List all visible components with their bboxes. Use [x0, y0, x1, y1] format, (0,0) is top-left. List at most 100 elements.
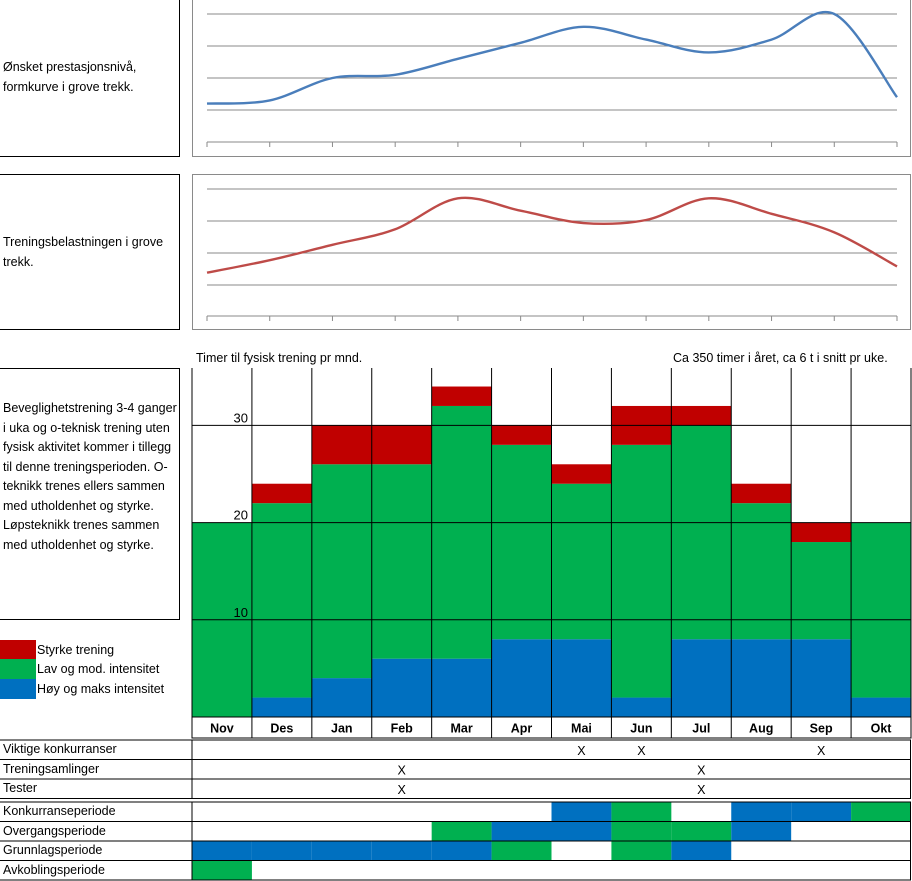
y-tick-label-30: 30 [234, 410, 248, 425]
period-row-label: Avkoblingsperiode [3, 862, 105, 877]
month-label-sep: Sep [810, 722, 833, 736]
month-label-nov: Nov [210, 722, 234, 736]
bar-styrke-des [251, 483, 312, 504]
legend-styrke: Styrke trening [0, 640, 114, 660]
period-cell-jun [611, 841, 672, 861]
legend-hoy-swatch [0, 679, 36, 699]
bar-hoy-apr [491, 639, 552, 717]
period-cell-mar [431, 841, 492, 861]
bar-hoy-okt [851, 697, 911, 717]
bar-hoy-jul [671, 639, 732, 717]
bar-hoy-jan [311, 678, 372, 717]
performance-label-box: Ønsket prestasjonsnivå, formkurve i grov… [0, 0, 180, 157]
bar-lav-sep [791, 542, 852, 640]
period-cell-jul [671, 841, 732, 861]
event-row-label: Treningsamlinger [3, 761, 100, 776]
load-line [206, 196, 898, 274]
bar-lav-apr [491, 444, 552, 640]
bar-lav-okt [851, 522, 911, 698]
period-cell-apr [491, 841, 552, 861]
bar-styrke-mai [551, 464, 612, 484]
load-chart-plot [206, 188, 898, 321]
performance-chart [192, 0, 911, 157]
period-cell-apr [491, 821, 552, 841]
month-label-mar: Mar [451, 722, 473, 736]
event-mark-sep: X [817, 744, 826, 758]
event-mark-feb: X [398, 764, 407, 778]
bar-lav-des [251, 503, 312, 698]
period-cell-aug [731, 802, 792, 822]
legend-lav-label: Lav og mod. intensitet [37, 662, 160, 676]
legend-hoy-label: Høy og maks intensitet [37, 682, 165, 696]
period-cell-nov [192, 841, 252, 861]
event-mark-jul: X [697, 764, 706, 778]
bar-lav-aug [731, 503, 792, 640]
legend-styrke-label: Styrke trening [37, 643, 115, 657]
event-mark-mai: X [577, 744, 586, 758]
bar-hoy-mar [431, 658, 492, 717]
period-cell-jan [311, 841, 372, 861]
bar-hoy-aug [731, 639, 792, 717]
bar-hoy-mai [551, 639, 612, 717]
bar-lav-jun [611, 444, 672, 698]
load-chart [192, 174, 911, 330]
month-label-feb: Feb [391, 722, 414, 736]
period-row-label: Konkurranseperiode [3, 804, 116, 818]
legend-lav-swatch [0, 659, 36, 679]
performance-chart-plot [206, 10, 898, 147]
load-label: Treningsbelastningen i grove trekk. [3, 235, 164, 269]
load-label-box: Treningsbelastningen i grove trekk. [0, 174, 180, 330]
month-label-jul: Jul [692, 722, 710, 736]
period-cell-mar [431, 821, 492, 841]
month-label-apr: Apr [511, 722, 533, 736]
hours-title-left: Timer til fysisk trening pr mnd. [196, 351, 363, 365]
event-mark-jul: X [697, 783, 706, 797]
month-label-des: Des [270, 722, 293, 736]
performance-line [206, 10, 898, 105]
bar-hoy-jun [611, 697, 672, 717]
event-mark-feb: X [398, 783, 407, 797]
bar-hoy-feb [371, 658, 432, 717]
bar-styrke-feb [371, 425, 432, 465]
period-cell-feb [371, 841, 432, 861]
bar-hoy-des [251, 697, 312, 717]
period-row-label: Grunnlagsperiode [3, 843, 103, 857]
bar-lav-mar [431, 405, 492, 659]
bar-lav-jan [311, 464, 372, 679]
bar-styrke-aug [731, 483, 792, 504]
y-tick-label-10: 10 [234, 605, 248, 620]
legend-lav: Lav og mod. intensitet [0, 659, 159, 679]
event-row-label: Viktige konkurranser [3, 742, 117, 756]
month-label-okt: Okt [871, 722, 893, 736]
period-cell-aug [731, 821, 792, 841]
month-label-jun: Jun [630, 722, 652, 736]
y-tick-label-20: 20 [234, 508, 248, 523]
period-cell-okt [851, 802, 911, 822]
period-cell-jun [611, 821, 672, 841]
legend-styrke-swatch [0, 640, 36, 660]
hours-title-right: Ca 350 timer i året, ca 6 t i snitt pr u… [673, 351, 888, 365]
event-mark-jun: X [637, 744, 646, 758]
period-cell-jun [611, 802, 672, 822]
bar-styrke-jul [671, 405, 732, 426]
bar-styrke-mar [431, 386, 492, 406]
bar-styrke-apr [491, 425, 552, 445]
legend: Styrke trening Lav og mod. intensitet Hø… [0, 640, 190, 700]
period-cell-mai [551, 821, 612, 841]
note-box: Beveglighetstrening 3-4 ganger i uka og … [0, 368, 180, 620]
bar-lav-mai [551, 483, 612, 640]
performance-label: Ønsket prestasjonsnivå, formkurve i grov… [3, 60, 137, 94]
bar-styrke-jan [311, 425, 372, 465]
month-label-aug: Aug [749, 722, 773, 736]
period-cell-sep [791, 802, 852, 822]
month-label-jan: Jan [331, 722, 353, 736]
month-label-mai: Mai [571, 722, 592, 736]
bar-lav-feb [371, 464, 432, 659]
period-cell-des [251, 841, 312, 861]
period-cell-mai [551, 802, 612, 822]
event-row-label: Tester [3, 781, 38, 795]
legend-hoy: Høy og maks intensitet [0, 679, 164, 699]
note-text: Beveglighetstrening 3-4 ganger i uka og … [3, 401, 177, 552]
bar-hoy-sep [791, 639, 852, 717]
